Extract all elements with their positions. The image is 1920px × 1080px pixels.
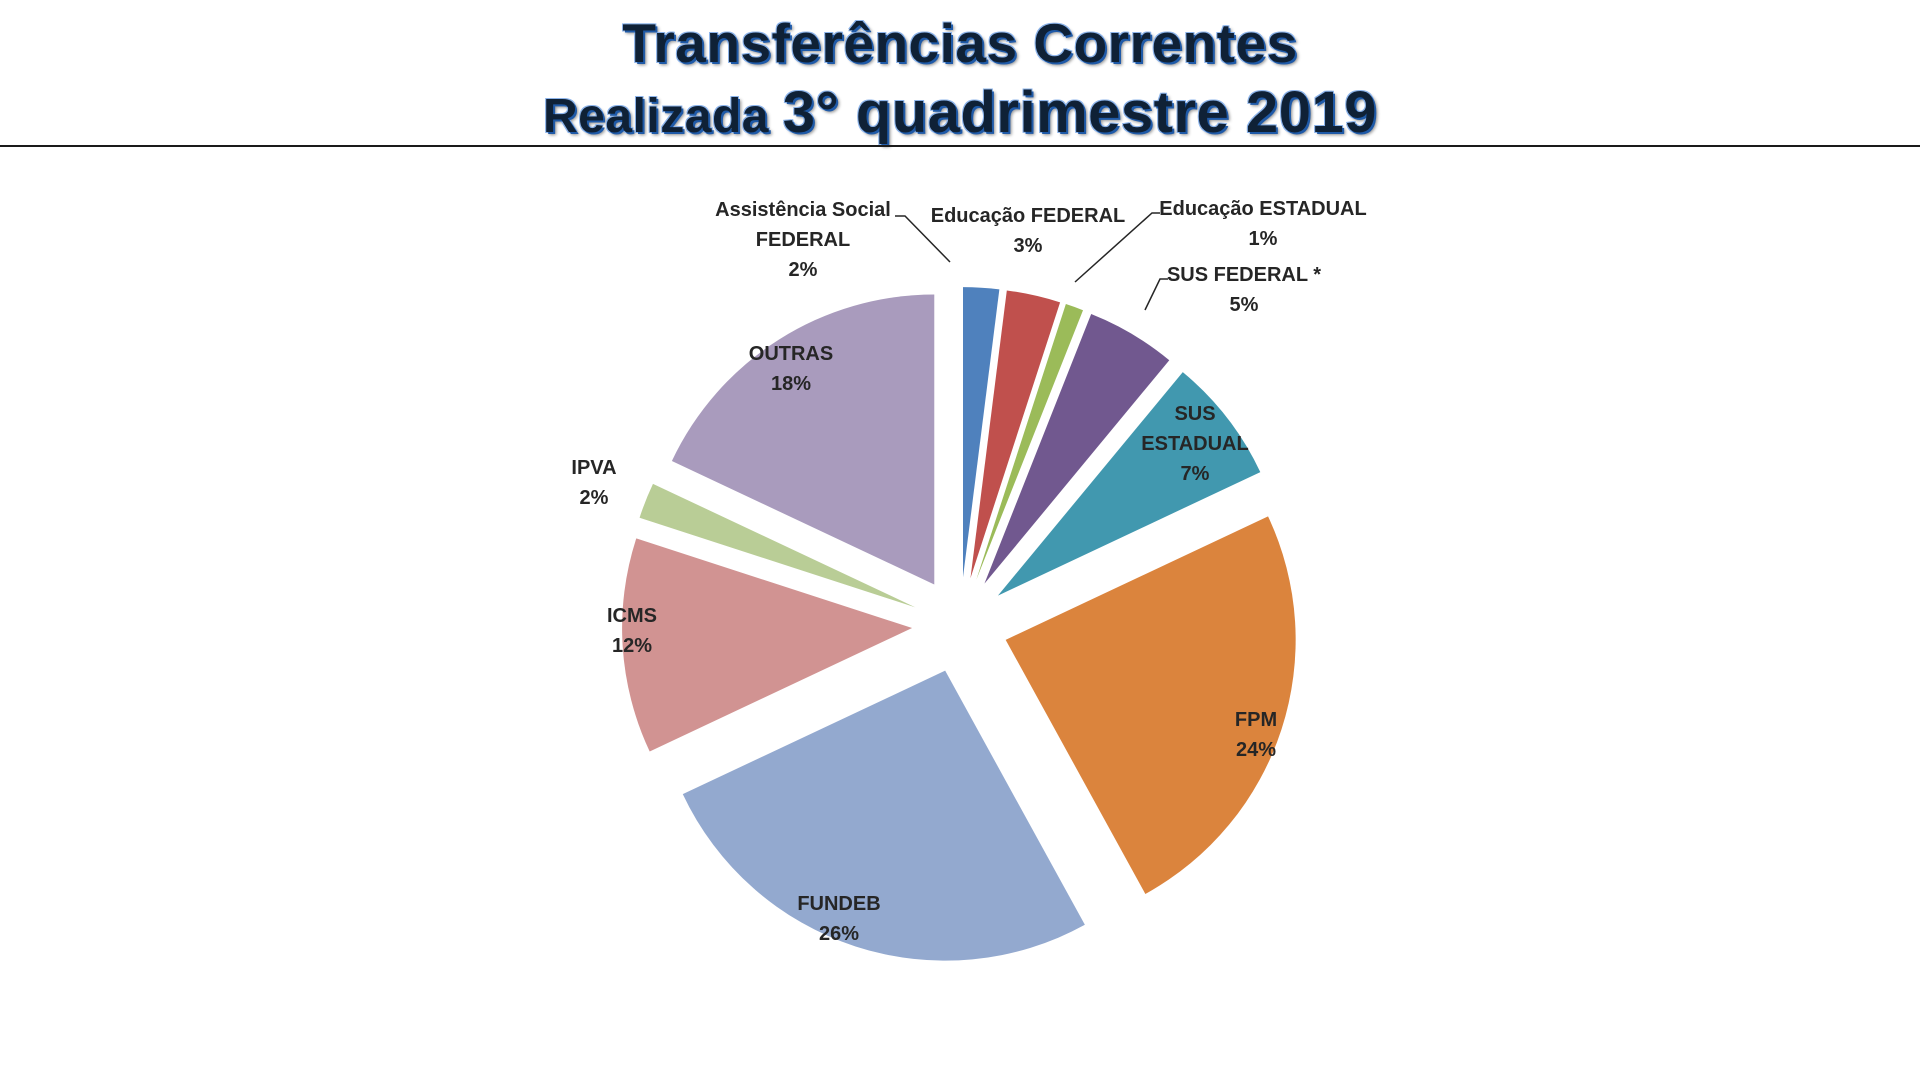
slice-name-label: SUS FEDERAL * xyxy=(1167,264,1321,286)
slice-value-label: 12% xyxy=(612,635,652,657)
leader-line xyxy=(895,215,951,263)
title-divider xyxy=(0,145,1920,147)
slice-value-label: 1% xyxy=(1249,228,1278,250)
slice-name-label: FUNDEB xyxy=(797,893,880,915)
slice-value-label: 3% xyxy=(1014,235,1043,257)
slice-name-label: Educação ESTADUAL xyxy=(1159,198,1366,220)
slice-value-label: 2% xyxy=(789,259,818,281)
pie-slice-educação-federal xyxy=(970,290,1061,579)
slice-label: FPM 24% xyxy=(1235,709,1277,761)
title-line-1: Transferências Correntes xyxy=(622,12,1298,74)
slice-label: OUTRAS 18% xyxy=(749,343,833,395)
title-line-2: Realizada 3° quadrimestre 2019 xyxy=(0,78,1920,152)
pie-slice-outras xyxy=(671,294,935,585)
title-line-2-prefix: Realizada xyxy=(543,90,783,143)
slice-name-label: FPM xyxy=(1235,709,1277,731)
pie-slice-fundeb xyxy=(682,670,1085,961)
slice-name-label: Educação FEDERAL xyxy=(931,205,1125,227)
pie-slice-educação-estadual xyxy=(976,304,1084,580)
slice-name-label: ICMS xyxy=(607,605,657,627)
slice-name-label: FEDERAL xyxy=(756,229,850,251)
slice-label: FUNDEB 26% xyxy=(797,893,880,945)
pie-slice-fpm xyxy=(1005,516,1296,894)
leader-line xyxy=(1144,278,1168,311)
slice-value-label: 18% xyxy=(771,373,811,395)
slice-name-label: Assistência Social xyxy=(715,199,891,221)
slice-label: Educação ESTADUAL 1% xyxy=(1159,198,1366,250)
slice-label: IPVA 2% xyxy=(571,457,616,509)
leader-line xyxy=(1074,212,1160,283)
slice-label: Educação FEDERAL 3% xyxy=(931,205,1125,257)
slide-title: Transferências Correntes Realizada 3° qu… xyxy=(0,8,1920,152)
slice-value-label: 24% xyxy=(1236,739,1276,761)
pie-slice-icms xyxy=(622,538,913,752)
pie-slice-sus-estadual xyxy=(997,372,1261,596)
pie-slice-sus-federal xyxy=(984,314,1170,584)
slice-value-label: 7% xyxy=(1181,463,1210,485)
slice-name-label: ESTADUAL xyxy=(1141,433,1248,455)
title-line-2-main: 3° quadrimestre 2019 xyxy=(782,80,1377,145)
slice-label: ICMS 12% xyxy=(607,605,657,657)
slice-label: SUS ESTADUAL 7% xyxy=(1141,403,1248,485)
slice-value-label: 2% xyxy=(580,487,609,509)
slice-label: Assistência Social FEDERAL 2% xyxy=(715,199,891,281)
slice-name-label: IPVA xyxy=(571,457,616,479)
slice-label: SUS FEDERAL * 5% xyxy=(1167,264,1321,316)
pie-slice-assistência-social-federal xyxy=(963,287,1000,578)
pie-slice-ipva xyxy=(639,483,916,608)
slice-value-label: 26% xyxy=(819,923,859,945)
slice-name-label: OUTRAS xyxy=(749,343,833,365)
slice-name-label: SUS xyxy=(1174,403,1215,425)
slice-value-label: 5% xyxy=(1230,294,1259,316)
